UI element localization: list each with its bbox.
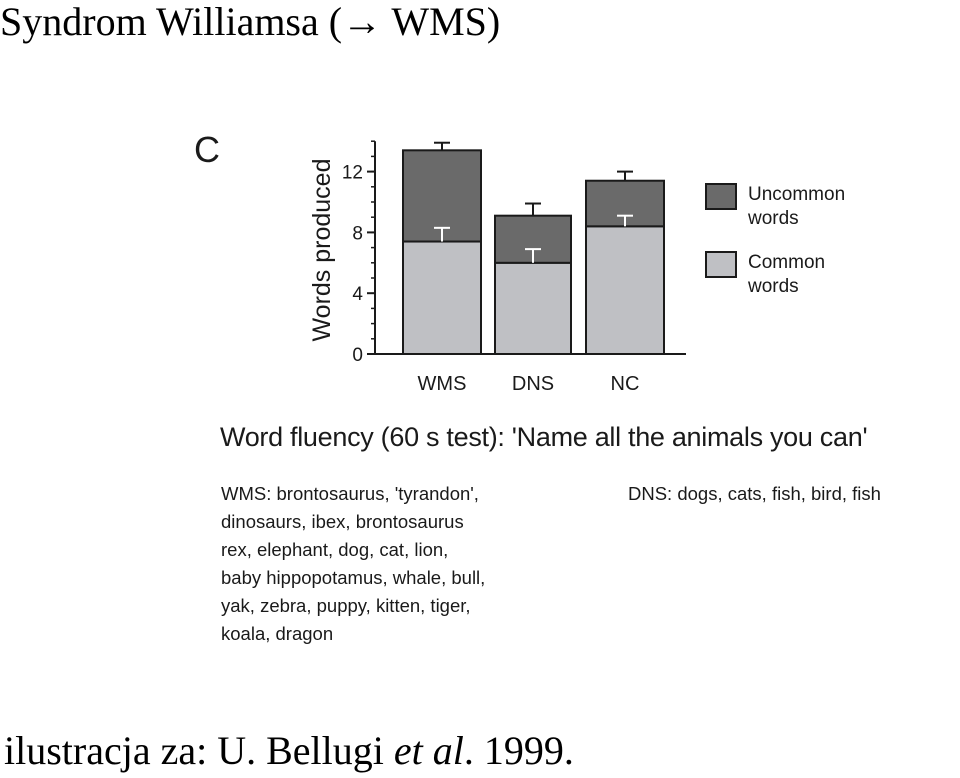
bar-common-wms [402,240,482,356]
wms-word-list: WMS: brontosaurus, 'tyrandon', dinosaurs,… [221,480,566,648]
legend-label-line2: words [747,208,799,229]
y-axis-label: Words produced [308,159,336,342]
wms-list-line: koala, dragon [221,623,334,644]
credit-et-al: et al [393,728,464,773]
x-tick-label: DNS [512,373,554,395]
plot-area: 0 4 8 12 WMS DNS NC [342,140,686,395]
legend-swatch [705,251,737,278]
wms-list-line: baby hippopotamus, whale, bull, [221,567,486,588]
wms-list-line: WMS: brontosaurus, 'tyrandon', [221,483,479,504]
y-tick-label: 8 [352,223,363,244]
x-tick-label: NC [611,373,640,395]
wms-list-line: rex, elephant, dog, cat, lion, [221,539,449,560]
y-tick-label: 4 [352,284,363,305]
credit-suffix: . 1999. [463,728,574,773]
bar-common-dns [494,261,572,355]
slide-title: Syndrom Williamsa (→ WMS) [0,0,501,44]
wms-list-line: yak, zebra, puppy, kitten, tiger, [221,595,471,616]
bar-uncommon-wms [402,149,482,243]
y-tick-label: 0 [352,345,363,366]
legend: Uncommon words Common words [705,183,845,297]
image-credit: ilustracja za: U. Bellugi et al. 1999. [4,726,574,776]
bar-common-nc [585,225,665,356]
wms-list-line: dinosaurs, ibex, brontosaurus [221,511,464,532]
credit-prefix: ilustracja za: U. Bellugi [4,728,394,773]
fluency-test-title: Word fluency (60 s test): 'Name all the … [220,422,868,452]
panel-label: C [194,129,220,170]
legend-label-line1: Common [748,252,825,273]
x-tick-label: WMS [418,373,467,395]
dns-word-list: DNS: dogs, cats, fish, bird, fish [628,483,881,504]
legend-swatch [705,183,737,210]
legend-label-line2: words [747,276,799,297]
y-tick-label: 12 [342,163,363,184]
legend-label-line1: Uncommon [748,184,845,205]
stacked-bar-chart: C 0 4 8 12 WMS DNS NC Words produced Uncommon w… [194,129,845,395]
